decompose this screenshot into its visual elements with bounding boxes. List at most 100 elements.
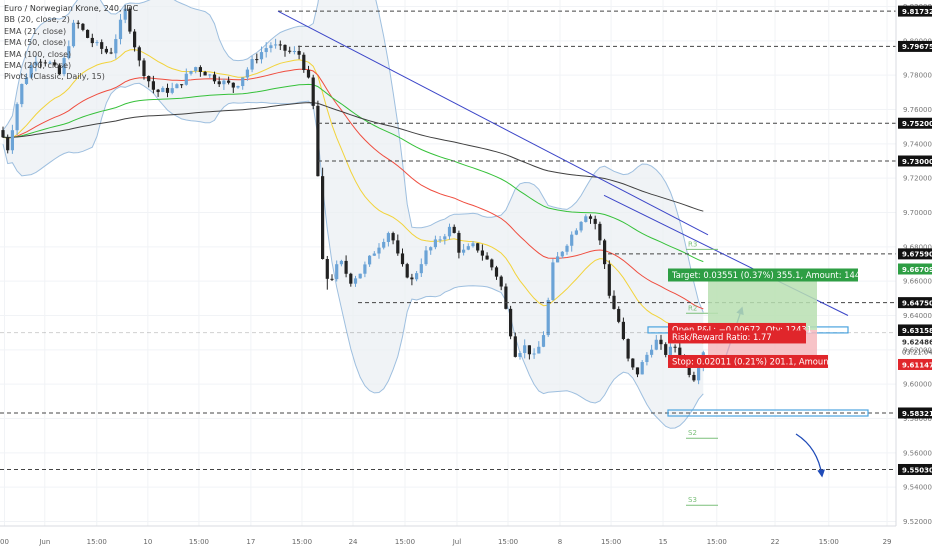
- candle-body: [6, 137, 10, 151]
- candle: [10, 124, 14, 154]
- candle-body: [15, 104, 19, 131]
- candle-body: [687, 362, 691, 375]
- candle: [222, 78, 226, 90]
- candle-body: [603, 240, 607, 265]
- candle: [321, 167, 325, 260]
- candle: [513, 332, 517, 358]
- level-tag-text: 9.64750: [902, 299, 932, 307]
- candle-body: [415, 273, 419, 280]
- candle: [203, 70, 207, 76]
- candle-body: [386, 233, 390, 242]
- candle: [71, 19, 76, 48]
- candle-body: [372, 253, 376, 256]
- target-label-bg: [668, 268, 858, 282]
- rr-label-bg: [668, 330, 806, 344]
- candle: [457, 230, 461, 259]
- candle: [570, 231, 574, 252]
- candle: [509, 305, 513, 340]
- candle-body: [546, 299, 550, 336]
- price-tag-entry-text: 9.63158: [902, 327, 932, 335]
- candle-body: [156, 89, 160, 93]
- candle-body: [29, 65, 33, 78]
- candle-body: [10, 130, 14, 151]
- candle-body: [264, 48, 268, 53]
- candle-body: [363, 264, 367, 274]
- candle-body: [518, 353, 522, 357]
- candle: [593, 215, 597, 230]
- candle: [39, 58, 43, 69]
- candle-body: [494, 267, 499, 277]
- candle: [255, 53, 259, 64]
- level-tag-bg: [898, 463, 932, 475]
- candle: [128, 6, 132, 34]
- candle: [650, 344, 654, 358]
- level-tag-bg: [898, 117, 932, 129]
- candle: [659, 334, 663, 350]
- candle: [175, 83, 179, 89]
- level-tag-text: 9.79675: [902, 43, 932, 51]
- level-tag: 9.79675: [898, 40, 932, 52]
- price-tag-target-bg: [898, 263, 932, 275]
- time-tick-label: 15:00: [189, 538, 209, 546]
- candle: [410, 273, 414, 286]
- candle: [227, 76, 231, 85]
- indicator-ema100[interactable]: EMA (100, close): [4, 49, 72, 59]
- candle-body: [678, 347, 682, 357]
- candle: [551, 258, 555, 301]
- candle-body: [114, 39, 118, 54]
- candle-body: [231, 82, 235, 88]
- pivot-label: R2: [688, 304, 697, 312]
- candle-body: [203, 71, 207, 76]
- candle: [560, 251, 564, 259]
- bar-countdown: 03:21:04: [902, 349, 932, 357]
- time-tick-label: 15:00: [292, 538, 312, 546]
- candle-body: [353, 278, 358, 284]
- indicator-pivots[interactable]: Pivots (Classic, Daily, 15): [4, 72, 105, 82]
- candle-body: [490, 259, 494, 268]
- level-tag-bg: [898, 297, 932, 309]
- candle: [34, 55, 38, 72]
- time-axis-bg: [0, 526, 932, 550]
- price-tag-current-bg: [898, 335, 932, 347]
- candle-body: [565, 245, 569, 252]
- candle-body: [86, 29, 90, 38]
- candle: [151, 75, 155, 94]
- level-tag: 9.64750: [898, 297, 932, 309]
- candle: [339, 259, 343, 267]
- candle: [208, 73, 212, 78]
- indicator-ema50[interactable]: EMA (50, close): [4, 38, 67, 48]
- candle-body: [184, 73, 188, 85]
- candle-body: [198, 67, 202, 72]
- level-tag-text: 9.73000: [902, 158, 932, 166]
- candle-body: [640, 362, 644, 375]
- bb-fill: [3, 0, 704, 429]
- candle-body: [598, 223, 602, 241]
- long-position-tool[interactable]: Target: 0.03551 (0.37%) 355.1, Amount: 1…: [668, 268, 879, 368]
- candle-body: [274, 44, 278, 46]
- candle-body: [292, 51, 296, 53]
- level-tag-bg: [898, 248, 932, 260]
- candle: [645, 352, 649, 366]
- level-tag: 9.75200: [898, 117, 932, 129]
- candle-body: [584, 216, 588, 222]
- candle: [325, 255, 329, 290]
- candle: [236, 85, 240, 89]
- candle: [400, 248, 405, 267]
- price-tick-label: 9.72000: [903, 175, 932, 183]
- candle-body: [551, 262, 555, 300]
- candle: [396, 234, 400, 256]
- time-tick-label: 8: [558, 538, 562, 546]
- candle-body: [161, 87, 165, 93]
- indicator-bb[interactable]: BB (20, close, 2): [4, 15, 70, 25]
- indicator-ema200[interactable]: EMA (200, close): [4, 61, 72, 71]
- indicator-ema21[interactable]: EMA (21, close): [4, 26, 67, 36]
- candle: [621, 317, 625, 341]
- candle-body: [349, 273, 353, 284]
- candle: [165, 83, 170, 98]
- candle: [344, 255, 348, 278]
- candle-body: [278, 44, 282, 46]
- time-axis[interactable]: 00 Jun 15:00 10 15:00 17 15:00 24 15:00 Jul 15:00 8…: [0, 525, 932, 550]
- price-axis[interactable]: 9.52000 9.54000 9.56000 9.58000 9.60000 9.620…: [895, 0, 932, 550]
- candle-body: [462, 249, 466, 253]
